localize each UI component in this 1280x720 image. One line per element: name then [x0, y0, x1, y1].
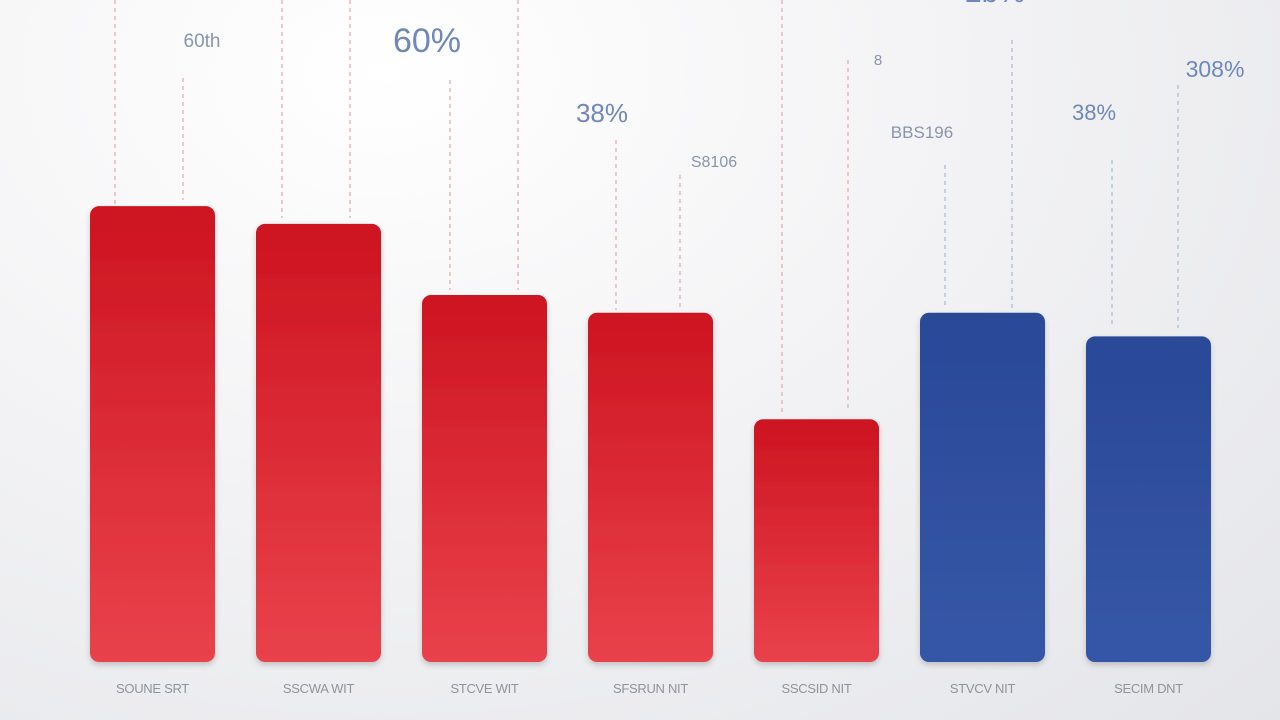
- annotation-label-4: S8106: [691, 154, 737, 171]
- annotation-label-2: 60%: [393, 22, 461, 60]
- bar-3: [422, 294, 547, 662]
- annotation-label-8: 38%: [1072, 100, 1116, 125]
- bar-1: [90, 206, 215, 662]
- category-label-3: STCVE WIT: [450, 681, 518, 696]
- bar-7: [1086, 336, 1211, 662]
- bar-4: [588, 312, 713, 662]
- category-label-7: SECIM DNT: [1114, 681, 1183, 696]
- category-label-1: SOUNE SRT: [116, 681, 189, 696]
- bar-5: [754, 419, 879, 662]
- category-label-2: SSCWA WIT: [283, 681, 355, 696]
- annotations: 60th 60% 38% S8106 8 2b% BBS196 38% 308%: [184, 0, 1245, 171]
- bar-2: [256, 223, 381, 663]
- category-labels: SOUNE SRT SSCWA WIT STCVE WIT SFSRUN NIT SSC…: [116, 681, 1184, 696]
- category-label-5: SSCSID NIT: [782, 681, 852, 696]
- category-label-4: SFSRUN NIT: [613, 681, 688, 696]
- bars: [90, 206, 1211, 663]
- annotation-label-6: 2b%: [965, 0, 1025, 9]
- annotation-label-1: 60th: [184, 31, 221, 52]
- leader-lines: [114, 0, 1179, 412]
- annotation-label-9: 308%: [1186, 56, 1245, 82]
- annotation-label-7: BBS196: [891, 123, 953, 142]
- annotation-label-3: 38%: [576, 98, 628, 128]
- category-label-6: STVCV NIT: [950, 681, 1016, 696]
- annotation-label-5: 8: [874, 52, 882, 69]
- bar-6: [920, 312, 1045, 662]
